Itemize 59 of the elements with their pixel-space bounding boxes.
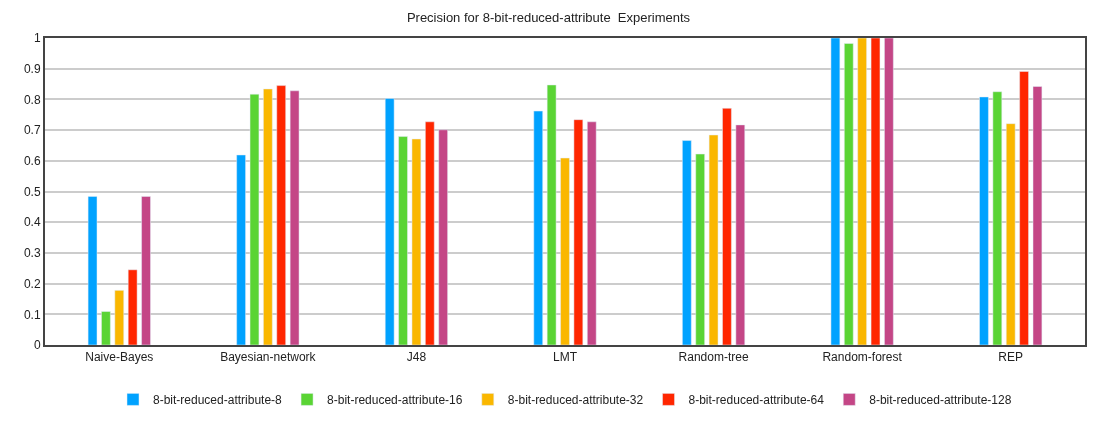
bar: [1032, 86, 1043, 345]
chart-title: Precision for 8-bit-reduced-attribute Experiments: [406, 9, 691, 25]
y-tick-label: 0.7: [23, 123, 41, 138]
bar: [830, 38, 841, 345]
x-tick-label: Bayesian-network: [220, 350, 317, 365]
bar: [87, 196, 98, 345]
x-tick-label: J48: [406, 350, 427, 365]
bar: [979, 96, 989, 345]
bar: [384, 98, 395, 345]
bar: [101, 311, 111, 345]
x-tick-label: REP: [998, 350, 1024, 365]
bar: [533, 110, 543, 345]
y-tick-label: 1: [33, 31, 41, 46]
x-tick-label: Random-tree: [678, 350, 749, 365]
x-tick-label: LMT: [553, 350, 578, 365]
y-tick-label: 0.1: [23, 307, 41, 322]
bar: [236, 154, 246, 345]
bar: [425, 121, 435, 345]
bar: [560, 157, 570, 345]
bar: [398, 136, 408, 345]
bar: [1019, 71, 1029, 345]
bar: [263, 88, 273, 345]
x-tick-label: Naive-Bayes: [85, 350, 154, 365]
y-tick-label: 0.3: [23, 246, 41, 261]
legend-label: 8-bit-reduced-attribute-8: [153, 393, 283, 408]
bar: [546, 84, 557, 345]
legend-label: 8-bit-reduced-attribute-64: [688, 393, 825, 408]
legend-label: 8-bit-reduced-attribute-128: [869, 393, 1012, 408]
bar: [289, 90, 300, 345]
bar: [992, 91, 1003, 345]
y-tick-label: 0.9: [23, 61, 41, 76]
bar: [114, 290, 124, 345]
y-tick-label: 0.8: [23, 92, 41, 107]
y-tick-label: 0.4: [23, 215, 41, 230]
bar: [884, 38, 894, 345]
legend-label: 8-bit-reduced-attribute-16: [327, 393, 463, 408]
x-tick-label: Random-forest: [822, 350, 903, 365]
bar: [411, 138, 422, 345]
bar: [1006, 123, 1016, 345]
bar: [127, 269, 138, 345]
y-tick-label: 0.6: [23, 154, 41, 168]
bar: [249, 93, 260, 345]
bar: [573, 119, 584, 345]
y-tick-label: 0.5: [23, 184, 41, 199]
bar: [695, 153, 705, 345]
bar: [587, 121, 597, 345]
y-tick-label: 0.2: [23, 276, 41, 291]
bar: [844, 43, 854, 345]
bar: [276, 85, 286, 345]
legend-label: 8-bit-reduced-attribute-32: [507, 393, 644, 408]
bar: [438, 129, 448, 345]
bar: [682, 140, 692, 345]
bar: [857, 38, 867, 345]
bar: [141, 196, 151, 345]
bar: [735, 124, 746, 345]
bar: [870, 38, 881, 345]
bar: [708, 134, 719, 345]
bar: [722, 108, 732, 345]
y-tick-label: 0: [33, 338, 41, 353]
